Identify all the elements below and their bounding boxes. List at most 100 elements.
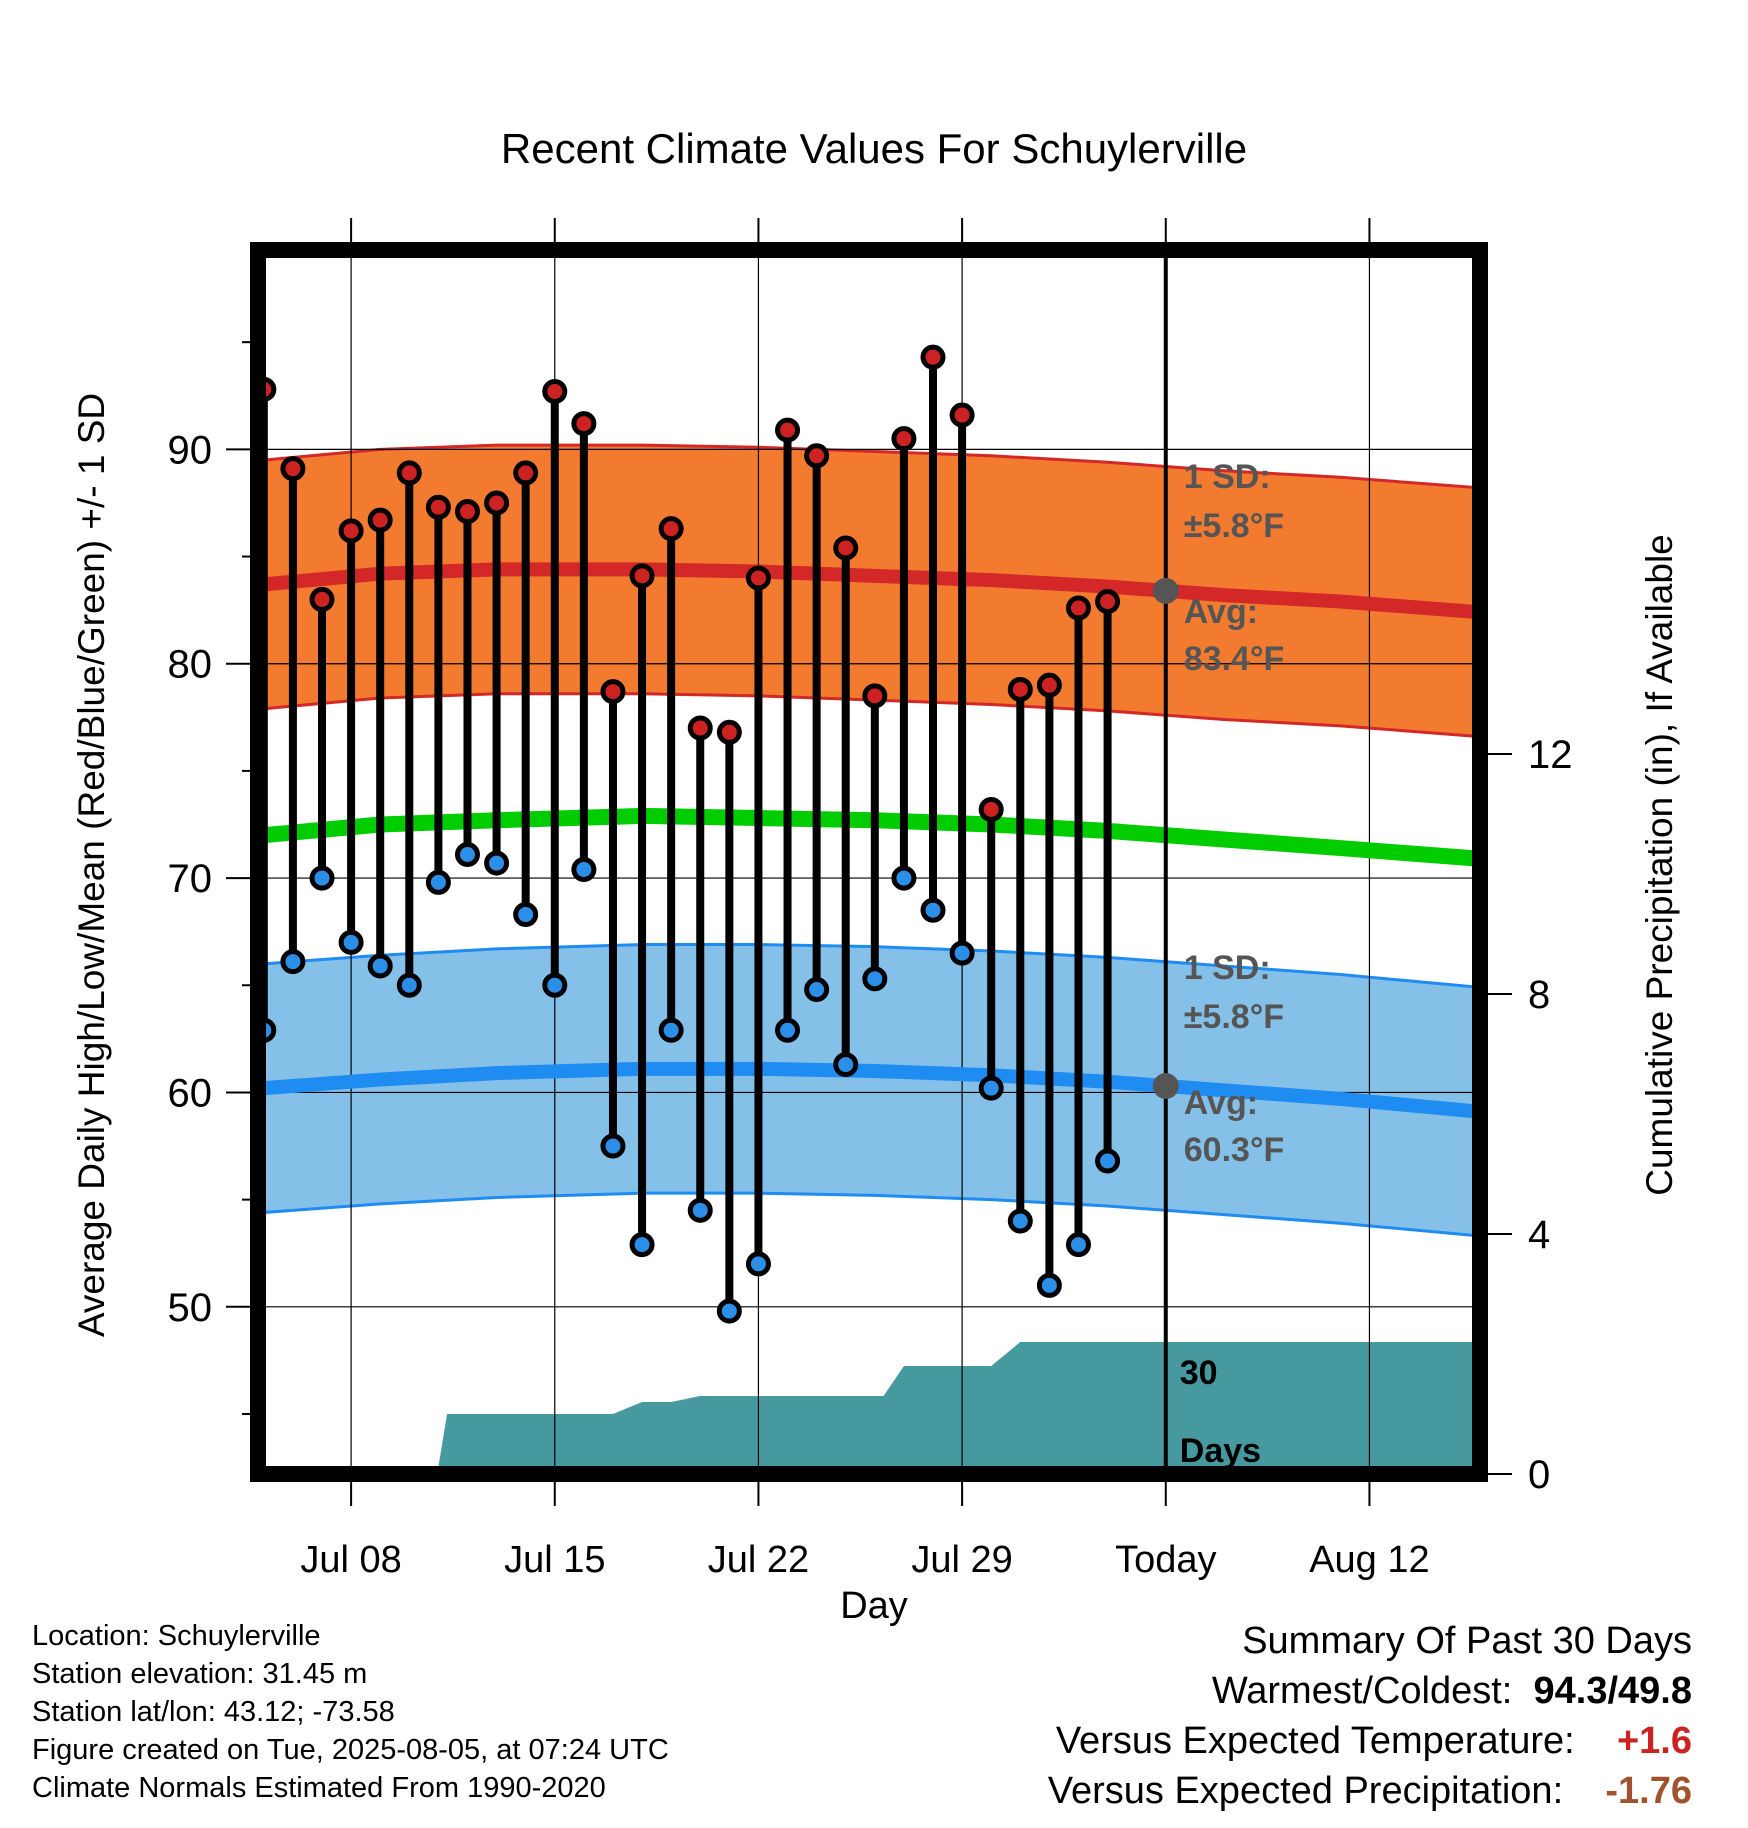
y-tick-label: 90 [168,428,213,472]
low-point [280,949,306,975]
high-point [1007,676,1033,702]
low-point [891,865,917,891]
y2-tick-label: 12 [1528,733,1573,777]
high-average-line [263,562,1480,620]
low-point [571,857,597,883]
low-point [454,841,480,867]
high-point [280,456,306,482]
high-point [833,535,859,561]
x-tick-label: Jul 08 [300,1539,401,1581]
latlon-text: Station lat/lon: 43.12; -73.58 [32,1696,395,1728]
today-low-avg-marker [1152,1073,1179,1100]
low-point [629,1232,655,1258]
y-tick-label: 80 [168,643,213,687]
precipitation-area [292,1342,1480,1474]
low-point [920,897,946,923]
low-point [425,869,451,895]
high-point [949,402,975,428]
plot-area: 1 SD: ±5.8°F Avg: 83.4°F 1 SD: ±5.8°F Avg: 60.3… [168,218,1573,1581]
y-tick-label: 70 [168,857,213,901]
low-point [542,972,568,998]
elevation-text: Station elevation: 31.45 m [32,1658,368,1690]
high-point [891,426,917,452]
low-point [338,929,364,955]
high-point [600,679,626,705]
high-point [542,378,568,404]
high-point [571,411,597,437]
low-point [1036,1272,1062,1298]
today-high-avg-marker [1152,577,1179,604]
chart-title: Recent Climate Values For Schuylerville [501,125,1247,172]
high-point [862,683,888,709]
high-point [1095,589,1121,615]
summary-title: Summary Of Past 30 Days [1242,1620,1692,1662]
temp-anomaly-label: Versus Expected Temperature: [1055,1720,1575,1762]
high-point [920,344,946,370]
high-point [804,443,830,469]
y-tick-label: 50 [168,1286,213,1330]
low-point [600,1133,626,1159]
low-sd-lower-line [263,1191,1480,1238]
high-point [775,417,801,443]
high-point [745,565,771,591]
plot-frame [250,242,1488,1482]
low-point [716,1298,742,1324]
temp-anomaly-row: Versus Expected Temperature: +1.6 [1056,1720,1692,1763]
precip-days-label-2: Days [1180,1432,1261,1470]
y2-tick-label: 8 [1528,973,1550,1017]
low-sd-band [263,944,1480,1237]
high-point [484,490,510,516]
warmest-slash: / [1607,1670,1619,1712]
high-point [687,715,713,741]
high-sd-value: ±5.8°F [1184,507,1284,545]
precip-days-label: 30 [1180,1354,1218,1392]
low-avg-value: 60.3°F [1184,1131,1285,1169]
low-point [1007,1208,1033,1234]
high-point [338,518,364,544]
low-point [658,1017,684,1043]
low-point [745,1251,771,1277]
precip-anomaly-label: Versus Expected Precipitation: [1047,1770,1564,1812]
high-point [716,719,742,745]
precip-anomaly-value: -1.76 [1605,1770,1692,1812]
warmest-value: 94.3 [1533,1670,1608,1712]
x-tick-label: Today [1115,1539,1216,1581]
y2-axis-label: Cumulative Precipitation (in), If Availa… [1639,534,1680,1196]
high-avg-value: 83.4°F [1184,640,1285,678]
low-point [484,850,510,876]
low-point [978,1075,1004,1101]
high-point [658,516,684,542]
x-axis-label: Day [840,1585,908,1627]
low-point [396,972,422,998]
y-axis-label: Average Daily High/Low/Mean (Red/Blue/Gr… [71,393,112,1337]
low-point [513,902,539,928]
low-point [687,1197,713,1223]
y2-tick-label: 0 [1528,1453,1550,1497]
high-point [978,796,1004,822]
x-tick-label: Aug 12 [1309,1539,1429,1581]
low-point [1095,1148,1121,1174]
high-point [454,499,480,525]
location-text: Location: Schuylerville [32,1620,321,1652]
precip-anomaly-row: Versus Expected Precipitation: -1.76 [1048,1770,1692,1813]
low-point [367,953,393,979]
high-point [629,563,655,589]
high-point [425,494,451,520]
high-point [367,507,393,533]
y2-tick-label: 4 [1528,1213,1550,1257]
high-point [309,586,335,612]
high-point [1065,595,1091,621]
high-sd-upper-line [263,443,1480,490]
created-text: Figure created on Tue, 2025-08-05, at 07… [32,1734,669,1766]
x-tick-label: Jul 22 [708,1539,809,1581]
low-point [775,1017,801,1043]
warmest-coldest-row: Warmest/Coldest: 94.3/49.8 [1212,1670,1692,1713]
low-sd-label: 1 SD: [1184,949,1271,987]
normals-text: Climate Normals Estimated From 1990-2020 [32,1772,606,1804]
high-point [513,460,539,486]
low-average-line [263,1061,1480,1119]
high-point [1036,672,1062,698]
low-point [1065,1232,1091,1258]
coldest-value: 49.8 [1618,1670,1692,1712]
